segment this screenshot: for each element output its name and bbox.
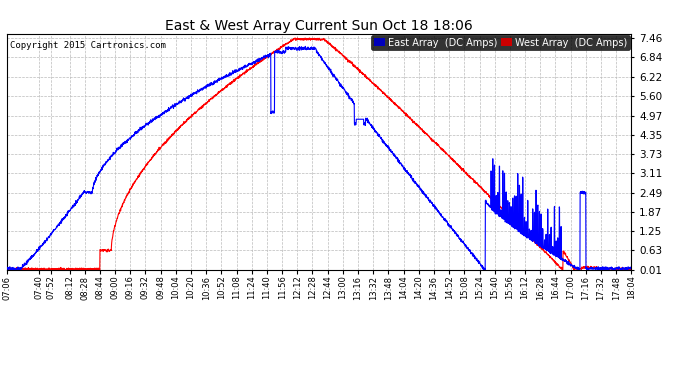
Legend: East Array  (DC Amps), West Array  (DC Amps): East Array (DC Amps), West Array (DC Amp… bbox=[371, 35, 630, 50]
Title: East & West Array Current Sun Oct 18 18:06: East & West Array Current Sun Oct 18 18:… bbox=[165, 19, 473, 33]
Text: Copyright 2015 Cartronics.com: Copyright 2015 Cartronics.com bbox=[10, 41, 166, 50]
